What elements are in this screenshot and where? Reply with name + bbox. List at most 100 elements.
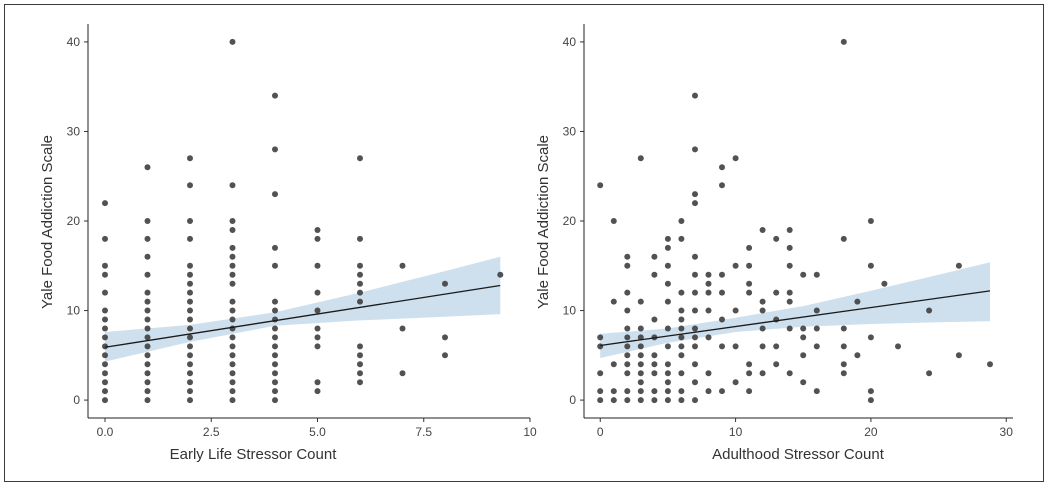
data-point — [800, 334, 807, 341]
x-tick-label: 0 — [597, 425, 604, 439]
data-point — [399, 370, 406, 377]
data-point — [773, 343, 780, 350]
y-tick-label: 30 — [67, 124, 81, 138]
data-point — [597, 397, 604, 404]
data-point — [314, 343, 321, 350]
data-point — [272, 325, 278, 332]
data-point — [229, 182, 236, 189]
y-tick-label: 20 — [67, 214, 81, 228]
data-point — [102, 262, 108, 269]
data-point — [692, 92, 698, 99]
data-point — [187, 262, 193, 269]
data-point — [187, 235, 193, 242]
data-point — [144, 343, 151, 350]
data-point — [692, 200, 698, 207]
data-point — [144, 361, 151, 368]
data-point — [955, 352, 962, 359]
data-point — [229, 334, 236, 341]
y-tick-label: 0 — [569, 393, 576, 407]
data-point — [272, 370, 278, 377]
scatter-points — [597, 38, 993, 404]
data-point — [272, 352, 278, 359]
data-point — [719, 271, 725, 278]
data-point — [624, 325, 631, 332]
data-point — [144, 218, 151, 224]
data-point — [759, 227, 766, 233]
data-point — [678, 218, 685, 224]
x-axis-title: Early Life Stressor Count — [170, 446, 338, 463]
data-point — [187, 352, 193, 359]
data-point — [746, 361, 753, 368]
data-point — [187, 397, 193, 404]
data-point — [272, 343, 278, 350]
data-point — [692, 253, 698, 260]
data-point — [229, 253, 236, 260]
data-point — [840, 38, 847, 45]
data-point — [357, 343, 363, 350]
data-point — [624, 361, 631, 368]
data-point — [746, 262, 753, 269]
data-point — [746, 289, 753, 296]
data-point — [719, 289, 725, 296]
data-point — [144, 298, 151, 305]
data-point — [442, 334, 448, 341]
data-point — [610, 298, 617, 305]
panel-early-life: 0 10 20 30 40 0.0 2.5 5.0 7.5 10 Early Life Stre… — [39, 24, 537, 463]
data-point — [102, 316, 108, 323]
y-tick-label: 0 — [73, 393, 80, 407]
regression-line — [600, 290, 991, 347]
data-point — [840, 361, 847, 368]
data-point — [102, 397, 108, 404]
data-point — [854, 298, 861, 305]
data-point — [759, 370, 766, 377]
data-point — [786, 262, 793, 269]
data-point — [651, 271, 658, 278]
data-point — [664, 388, 671, 395]
data-point — [746, 244, 753, 251]
data-point — [597, 343, 604, 350]
data-point — [102, 370, 108, 377]
data-point — [692, 271, 698, 278]
x-tick-label: 10 — [523, 425, 537, 439]
data-point — [187, 298, 193, 305]
data-point — [144, 307, 151, 314]
data-point — [692, 397, 698, 404]
data-point — [637, 325, 644, 332]
data-point — [357, 262, 363, 269]
data-point — [229, 370, 236, 377]
data-point — [678, 370, 685, 377]
data-point — [651, 352, 658, 359]
data-point — [651, 397, 658, 404]
data-point — [813, 325, 820, 332]
data-point — [229, 388, 236, 395]
data-point — [314, 262, 321, 269]
data-point — [314, 325, 321, 332]
data-point — [187, 182, 193, 189]
data-point — [272, 244, 278, 251]
y-axis-title: Yale Food Addiction Scale — [535, 135, 552, 309]
data-point — [597, 370, 604, 377]
data-point — [357, 352, 363, 359]
y-tick-label: 10 — [67, 304, 81, 318]
data-point — [800, 271, 807, 278]
data-point — [678, 343, 685, 350]
data-point — [187, 334, 193, 341]
data-point — [637, 334, 644, 341]
data-point — [840, 370, 847, 377]
data-point — [610, 218, 617, 224]
data-point — [705, 280, 712, 287]
data-point — [399, 262, 406, 269]
data-point — [926, 370, 933, 377]
data-point — [664, 298, 671, 305]
data-point — [719, 343, 725, 350]
y-tick-label: 30 — [563, 124, 577, 138]
y-tick-label: 40 — [563, 35, 577, 49]
data-point — [229, 271, 236, 278]
data-point — [678, 235, 685, 242]
data-point — [229, 307, 236, 314]
data-point — [719, 182, 725, 189]
data-point — [229, 316, 236, 323]
data-point — [840, 235, 847, 242]
data-point — [610, 361, 617, 368]
x-tick-label: 0.0 — [97, 425, 114, 439]
